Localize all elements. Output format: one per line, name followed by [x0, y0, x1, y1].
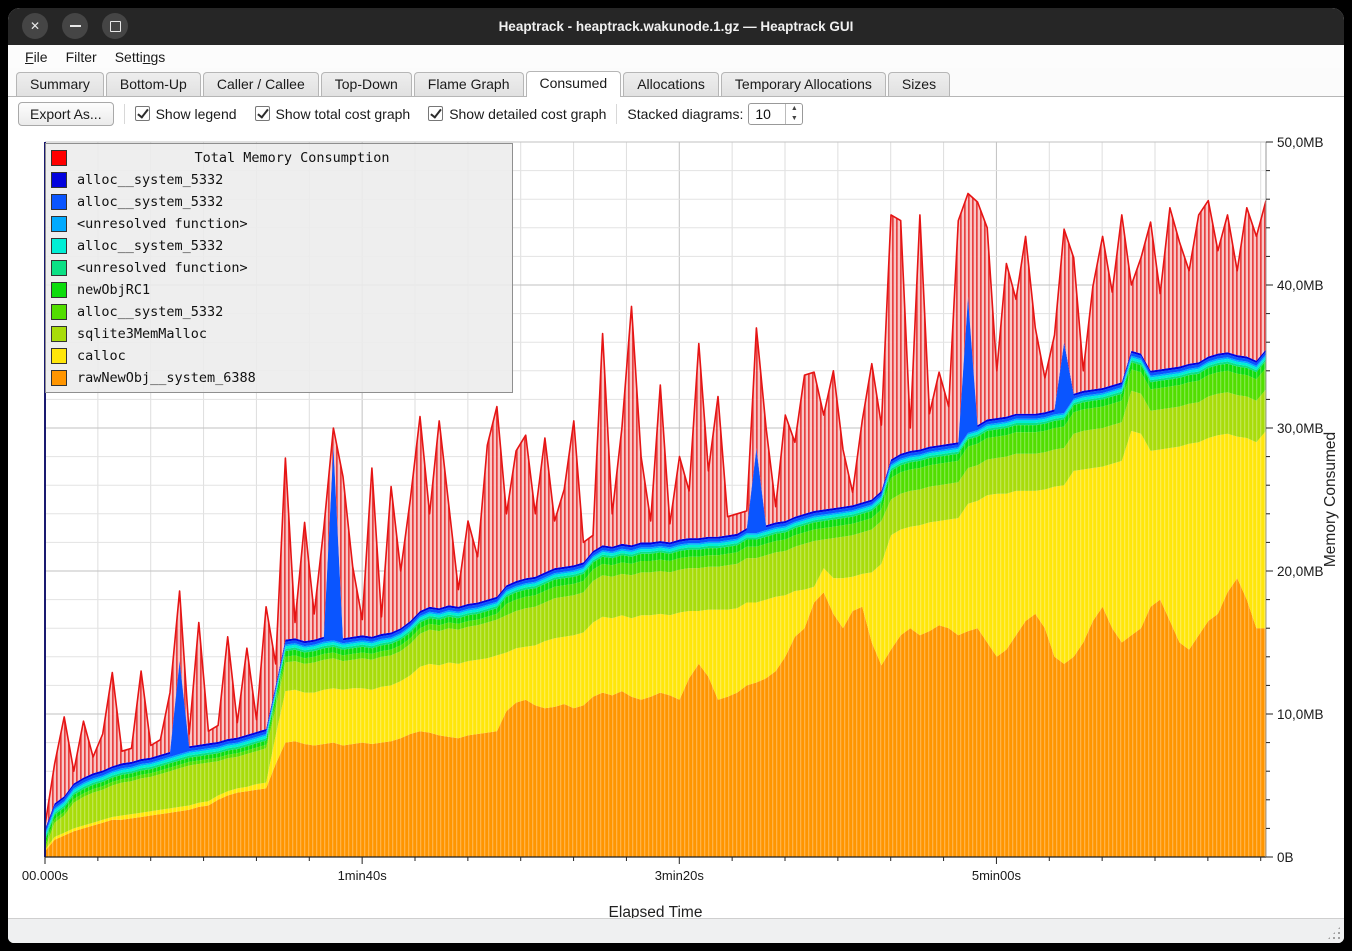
- legend-label: sqlite3MemMalloc: [77, 326, 208, 342]
- close-button[interactable]: ✕: [22, 13, 48, 39]
- svg-text:10,0MB: 10,0MB: [1277, 707, 1324, 722]
- tab-consumed[interactable]: Consumed: [525, 71, 622, 97]
- checkbox-show-total-cost-graph[interactable]: Show total cost graph: [254, 105, 411, 122]
- legend-swatch-icon: [51, 194, 67, 210]
- legend-swatch-icon: [51, 348, 67, 364]
- tab-caller-callee[interactable]: Caller / Callee: [202, 72, 319, 96]
- legend-item: alloc__system_5332: [51, 191, 507, 213]
- menu-filter[interactable]: Filter: [65, 48, 97, 65]
- svg-text:1min40s: 1min40s: [338, 868, 388, 883]
- tab-flame-graph[interactable]: Flame Graph: [413, 72, 524, 96]
- memory-consumption-chart: 00.000s 1min40s 3min20s 5min00s 0B 10,0MB 20,0…: [8, 130, 1344, 918]
- window-title: Heaptrack - heaptrack.wakunode.1.gz — He…: [498, 19, 854, 34]
- svg-text:30,0MB: 30,0MB: [1277, 421, 1324, 436]
- legend-label: Total Memory Consumption: [194, 150, 390, 166]
- tab-allocations[interactable]: Allocations: [623, 72, 719, 96]
- total-cost-line: [44, 192, 1267, 826]
- legend-item: alloc__system_5332: [51, 169, 507, 191]
- svg-text:0B: 0B: [1277, 850, 1294, 865]
- menu-file[interactable]: File: [25, 48, 48, 65]
- stacked-diagrams-stepper[interactable]: 10 ▲ ▼: [748, 102, 804, 125]
- tab-temporary-allocations[interactable]: Temporary Allocations: [720, 72, 886, 96]
- stacked-diagrams-value[interactable]: 10: [755, 105, 771, 122]
- svg-text:00.000s: 00.000s: [22, 868, 69, 883]
- status-bar: [8, 918, 1344, 943]
- legend-item: alloc__system_5332: [51, 301, 507, 323]
- resize-grip-icon[interactable]: [1327, 926, 1341, 940]
- legend-title-row: Total Memory Consumption: [51, 147, 507, 169]
- title-bar[interactable]: ✕ Heaptrack - heaptrack.wakunode.1.gz — …: [8, 8, 1344, 45]
- toolbar-separator: [123, 103, 125, 124]
- export-as-button[interactable]: Export As...: [18, 101, 114, 126]
- tab-bar: Summary Bottom-Up Caller / Callee Top-Down F…: [8, 68, 1344, 97]
- svg-text:50,0MB: 50,0MB: [1277, 135, 1324, 150]
- legend-label: alloc__system_5332: [77, 238, 224, 254]
- checkbox-show-legend[interactable]: Show legend: [134, 105, 237, 122]
- legend-swatch-icon: [51, 216, 67, 232]
- tab-sizes[interactable]: Sizes: [887, 72, 951, 96]
- stepper-up-icon[interactable]: ▲: [790, 105, 798, 112]
- tab-top-down[interactable]: Top-Down: [320, 72, 412, 96]
- legend-label: newObjRC1: [77, 282, 151, 298]
- tab-summary[interactable]: Summary: [16, 72, 104, 96]
- legend-label: alloc__system_5332: [77, 304, 224, 320]
- svg-text:3min20s: 3min20s: [655, 868, 705, 883]
- area-layer: [45, 578, 1266, 857]
- toolbar-separator: [616, 103, 618, 124]
- legend-item: sqlite3MemMalloc: [51, 323, 507, 345]
- maximize-icon: [109, 20, 121, 32]
- legend-swatch-icon: [51, 260, 67, 276]
- area-layer: [45, 389, 1266, 850]
- minimize-icon: [69, 25, 81, 27]
- legend-swatch-icon: [51, 370, 67, 386]
- svg-text:40,0MB: 40,0MB: [1277, 278, 1324, 293]
- checkbox-show-detailed-cost-graph[interactable]: Show detailed cost graph: [428, 106, 606, 122]
- legend-swatch-icon: [51, 304, 67, 320]
- legend-item: calloc: [51, 345, 507, 367]
- chart-legend: Total Memory Consumption alloc__system_53…: [45, 143, 513, 393]
- legend-label: alloc__system_5332: [77, 194, 224, 210]
- checkbox-check-icon: [428, 106, 444, 121]
- stacked-diagrams-label: Stacked diagrams:: [627, 105, 744, 122]
- tab-bottom-up[interactable]: Bottom-Up: [105, 72, 201, 96]
- legend-item: rawNewObj__system_6388: [51, 367, 507, 389]
- heaptrack-window: ✕ Heaptrack - heaptrack.wakunode.1.gz — …: [8, 8, 1344, 943]
- legend-label: <unresolved function>: [77, 216, 248, 232]
- total-cost-area: [45, 193, 1266, 830]
- minimize-button[interactable]: [62, 13, 88, 39]
- legend-swatch-icon: [51, 172, 67, 188]
- checkbox-check-icon: [134, 106, 150, 121]
- menu-bar: File Filter Settings: [8, 45, 1344, 68]
- legend-label: rawNewObj__system_6388: [77, 370, 256, 386]
- legend-swatch-icon: [51, 238, 67, 254]
- menu-settings[interactable]: Settings: [114, 48, 166, 65]
- legend-item: <unresolved function>: [51, 213, 507, 235]
- legend-label: <unresolved function>: [77, 260, 248, 276]
- checkbox-check-icon: [254, 106, 270, 121]
- legend-item: <unresolved function>: [51, 257, 507, 279]
- legend-label: calloc: [77, 348, 126, 364]
- legend-swatch-icon: [51, 150, 67, 166]
- chart-canvas[interactable]: 00.000s 1min40s 3min20s 5min00s 0B 10,0MB 20,0…: [8, 130, 1344, 918]
- legend-label: alloc__system_5332: [77, 172, 224, 188]
- legend-swatch-icon: [51, 326, 67, 342]
- svg-text:5min00s: 5min00s: [972, 868, 1022, 883]
- maximize-button[interactable]: [102, 13, 128, 39]
- legend-item: alloc__system_5332: [51, 235, 507, 257]
- checkbox-label: Show total cost graph: [275, 105, 411, 122]
- area-layer: [45, 298, 1266, 835]
- checkbox-label: Show detailed cost graph: [449, 105, 607, 122]
- legend-item: newObjRC1: [51, 279, 507, 301]
- svg-text:20,0MB: 20,0MB: [1277, 564, 1324, 579]
- y-axis-title: Memory Consumed: [1322, 432, 1339, 567]
- checkbox-label: Show legend: [155, 105, 237, 122]
- close-icon: ✕: [29, 19, 41, 33]
- stepper-down-icon[interactable]: ▼: [790, 115, 798, 122]
- legend-swatch-icon: [51, 282, 67, 298]
- toolbar: Export As... Show legend Show total cost …: [8, 97, 1344, 130]
- x-axis-title: Elapsed Time: [609, 904, 703, 918]
- area-layer: [45, 430, 1266, 852]
